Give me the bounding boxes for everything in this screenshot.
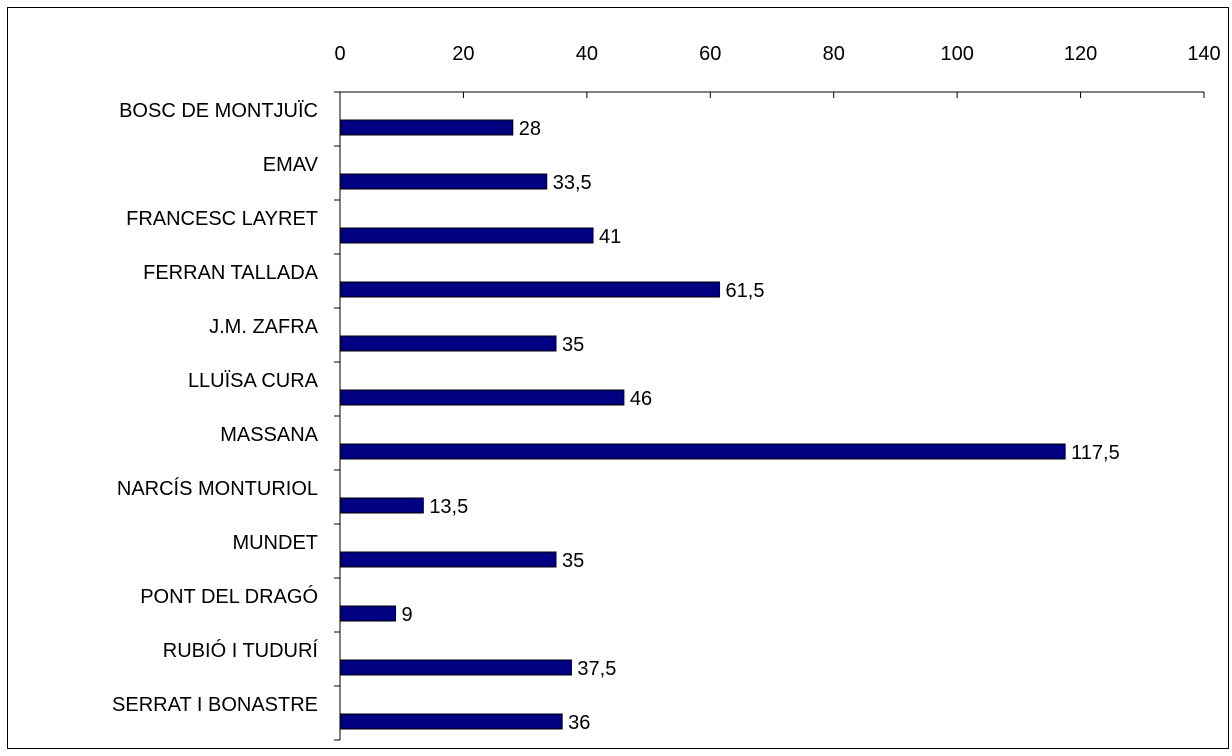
category-label: SERRAT I BONASTRE [112, 694, 318, 716]
bar [339, 713, 563, 730]
category-label: RUBIÓ I TUDURÍ [163, 639, 319, 662]
bar [339, 281, 721, 298]
data-label: 9 [402, 604, 413, 626]
bar [339, 173, 548, 190]
category-label: BOSC DE MONTJUÏC [119, 100, 318, 122]
category-label: EMAV [263, 154, 319, 176]
category-label: MASSANA [220, 424, 318, 446]
category-label: LLUÏSA CURA [188, 370, 319, 392]
bar [339, 443, 1066, 460]
bar [339, 335, 557, 352]
data-label: 117,5 [1071, 442, 1120, 464]
category-label: NARCÍS MONTURIOL [117, 477, 318, 500]
data-label: 46 [630, 388, 652, 410]
data-label: 41 [599, 226, 621, 248]
bar [339, 227, 594, 244]
category-label: MUNDET [232, 532, 318, 554]
x-tick-label: 80 [823, 43, 845, 65]
bar [339, 659, 572, 676]
bar [339, 497, 424, 514]
bar [339, 551, 557, 568]
x-tick-label: 120 [1064, 43, 1097, 65]
data-label: 35 [562, 334, 584, 356]
category-label: FRANCESC LAYRET [126, 208, 318, 230]
data-label: 28 [519, 118, 541, 140]
data-label: 35 [562, 550, 584, 572]
category-label: J.M. ZAFRA [209, 316, 319, 338]
category-label: PONT DEL DRAGÓ [140, 585, 318, 608]
bar [339, 605, 397, 622]
x-tick-label: 100 [940, 43, 973, 65]
data-label: 37,5 [577, 658, 616, 680]
x-tick-label: 140 [1187, 43, 1220, 65]
x-tick-label: 40 [576, 43, 598, 65]
data-label: 61,5 [726, 280, 765, 302]
category-label: FERRAN TALLADA [143, 262, 319, 284]
data-label: 36 [568, 712, 590, 734]
bar [339, 389, 625, 406]
chart-frame [7, 7, 1229, 749]
data-label: 33,5 [553, 172, 592, 194]
bar [339, 119, 514, 136]
x-tick-label: 20 [452, 43, 474, 65]
data-label: 13,5 [429, 496, 468, 518]
x-tick-label: 60 [699, 43, 721, 65]
x-tick-label: 0 [334, 43, 345, 65]
